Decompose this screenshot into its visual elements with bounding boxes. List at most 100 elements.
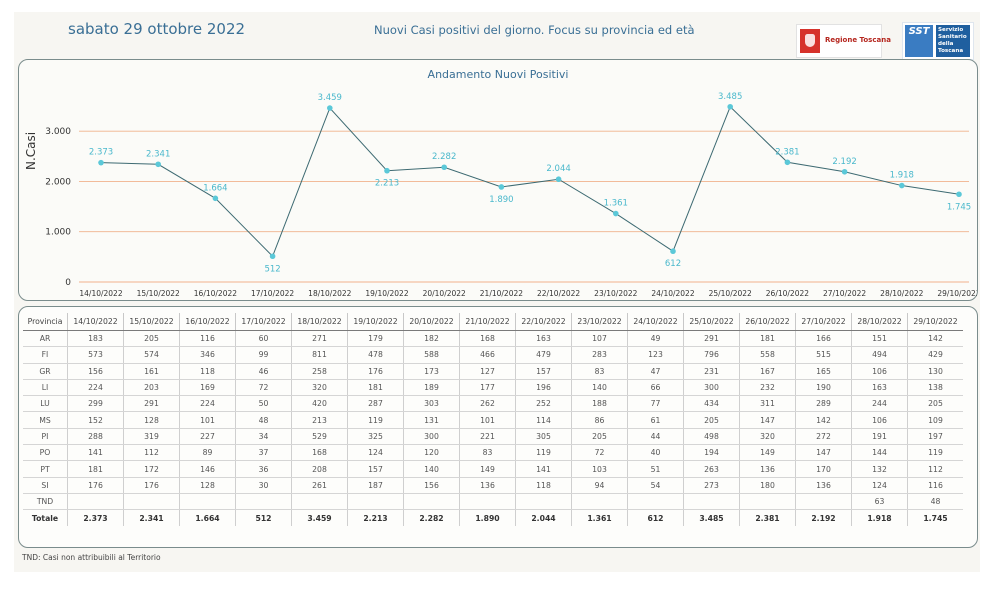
x-tick-label: 24/10/2022: [651, 289, 694, 298]
case-count: 208: [291, 460, 348, 478]
case-count: 51: [627, 460, 684, 478]
case-count: 72: [571, 444, 628, 462]
case-count: 588: [403, 346, 460, 364]
column-header-date: 27/10/2022: [795, 313, 852, 331]
case-count: 263: [683, 460, 740, 478]
case-count: 161: [123, 363, 180, 380]
x-tick-label: 14/10/2022: [79, 289, 122, 298]
case-count: 119: [515, 444, 572, 462]
series-line: [100, 105, 960, 258]
case-count: 197: [907, 428, 963, 446]
case-count: 181: [347, 379, 404, 397]
column-header-date: 29/10/2022: [907, 313, 963, 331]
column-header-date: 26/10/2022: [739, 313, 796, 331]
case-count: 136: [795, 477, 852, 494]
case-count: 36: [235, 460, 292, 478]
sst-logo: SST Servizio Sanitario della Toscana: [902, 22, 974, 60]
case-count: 66: [627, 379, 684, 397]
case-count: 170: [795, 460, 852, 478]
case-count: 479: [515, 346, 572, 364]
case-count: 165: [795, 363, 852, 380]
province-name: LU: [23, 395, 68, 413]
table-row: PT 181 172 146 36 208 157 140 149 141 103 51 263 136 1…: [23, 460, 963, 478]
data-point: [727, 103, 733, 110]
column-header-date: 19/10/2022: [347, 313, 404, 331]
case-count: 141: [515, 460, 572, 478]
table-row: SI 176 176 128 30 261 187 156 136 118 94 54 273 180 13…: [23, 477, 963, 494]
data-label: 1.361: [604, 199, 628, 209]
case-count: 252: [515, 395, 572, 413]
province-name: SI: [23, 477, 68, 494]
case-count: 151: [851, 330, 908, 348]
case-count: 116: [179, 330, 236, 348]
y-tick-label: 3.000: [45, 127, 71, 137]
table-row: TND 63 48: [23, 493, 963, 511]
case-count: 60: [235, 330, 292, 348]
case-count: 77: [627, 395, 684, 413]
case-count: [123, 493, 180, 511]
case-count: 221: [459, 428, 516, 446]
x-tick-label: 29/10/2022: [937, 289, 977, 298]
case-count: 494: [851, 346, 908, 364]
case-count: 205: [907, 395, 963, 413]
case-count: 244: [851, 395, 908, 413]
case-count: 114: [515, 411, 572, 429]
case-count: 156: [67, 363, 124, 380]
case-count: 271: [291, 330, 348, 348]
case-count: [515, 493, 572, 511]
case-count: 299: [67, 395, 124, 413]
province-name: LI: [23, 379, 68, 397]
case-count: 429: [907, 346, 963, 364]
province-name: MS: [23, 411, 68, 429]
total-count: 3.459: [291, 509, 348, 527]
province-name: AR: [23, 330, 68, 348]
case-count: 167: [739, 363, 796, 380]
column-header-date: 17/10/2022: [235, 313, 292, 331]
total-count: 2.213: [347, 509, 404, 527]
total-count: 1.890: [459, 509, 516, 527]
case-count: 182: [403, 330, 460, 348]
data-point: [384, 167, 390, 174]
case-count: [403, 493, 460, 511]
case-count: 132: [851, 460, 908, 478]
data-label: 2.373: [89, 148, 113, 158]
case-count: 203: [123, 379, 180, 397]
case-count: [571, 493, 628, 511]
case-count: 149: [459, 460, 516, 478]
column-header-date: 21/10/2022: [459, 313, 516, 331]
case-count: 112: [123, 444, 180, 462]
data-label: 1.918: [890, 171, 914, 181]
case-count: 54: [627, 477, 684, 494]
total-count: 612: [627, 509, 684, 527]
case-count: 224: [179, 395, 236, 413]
case-count: 283: [571, 346, 628, 364]
total-count: 512: [235, 509, 292, 527]
case-count: [291, 493, 348, 511]
case-count: 48: [907, 493, 963, 511]
case-count: 30: [235, 477, 292, 494]
case-count: [683, 493, 740, 511]
case-count: 147: [739, 411, 796, 429]
case-count: 291: [123, 395, 180, 413]
case-count: 176: [123, 477, 180, 494]
case-count: 138: [907, 379, 963, 397]
case-count: 574: [123, 346, 180, 364]
case-count: 163: [851, 379, 908, 397]
x-tick-label: 18/10/2022: [308, 289, 351, 298]
case-count: 141: [67, 444, 124, 462]
table-row: GR 156 161 118 46 258 176 173 127 157 83 47 231 167 16…: [23, 363, 963, 380]
data-point: [441, 164, 448, 171]
data-point: [956, 191, 962, 198]
x-tick-label: 28/10/2022: [880, 289, 923, 298]
case-count: 49: [627, 330, 684, 348]
province-name: PT: [23, 460, 68, 478]
case-count: 157: [347, 460, 404, 478]
case-count: 478: [347, 346, 404, 364]
case-count: 163: [515, 330, 572, 348]
column-header-provincia: Provincia: [23, 313, 68, 331]
case-count: 147: [795, 444, 852, 462]
case-count: 37: [235, 444, 292, 462]
total-count: 2.282: [403, 509, 460, 527]
case-count: 187: [347, 477, 404, 494]
total-row: Totale 2.373 2.341 1.664 512 3.459 2.213 2.282 1…: [23, 509, 963, 527]
